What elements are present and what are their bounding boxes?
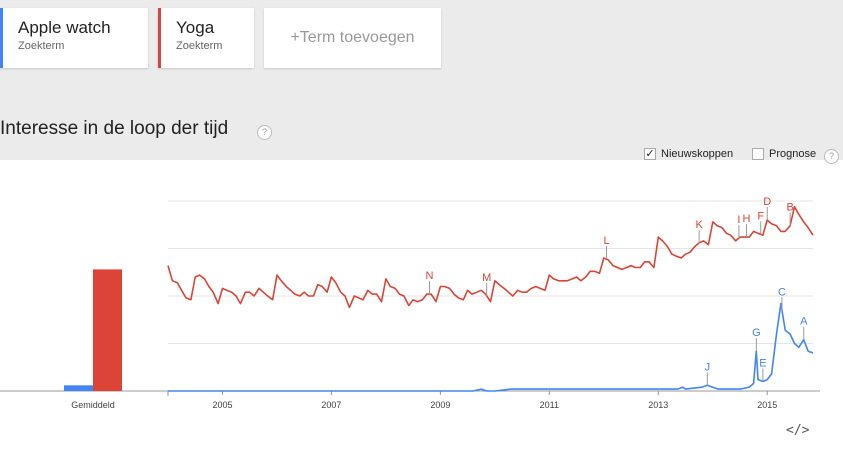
embed-code-button[interactable]: </>: [786, 423, 810, 438]
term-name: Yoga: [176, 18, 215, 37]
x-tick-label: 2015: [757, 400, 777, 410]
annotation-label[interactable]: A: [800, 316, 808, 328]
annotation-label[interactable]: J: [705, 361, 711, 373]
x-tick-label: 2007: [321, 400, 341, 410]
checkmark-icon: ✓: [645, 148, 655, 160]
news-headlines-checkbox[interactable]: ✓: [644, 148, 656, 160]
forecast-label: Prognose: [769, 148, 817, 160]
term-type: Zoekterm: [176, 40, 223, 52]
annotation-label[interactable]: N: [426, 270, 434, 282]
term-name: Apple watch: [18, 18, 111, 37]
annotation-label[interactable]: L: [603, 235, 609, 247]
interest-over-time-chart: Gemiddeld 2005 2007 2009 2011 2013 2015 A B C D E F G…: [0, 196, 820, 410]
chart-panel: Gemiddeld 2005 2007 2009 2011 2013 2015 A B C D E F G…: [0, 160, 843, 457]
x-tick-label: 2009: [430, 400, 450, 410]
x-tick-label: 2013: [648, 400, 668, 410]
annotation-label[interactable]: H: [743, 213, 751, 225]
add-term-button[interactable]: +Term toevoegen: [264, 8, 441, 68]
bar-category-label: Gemiddeld: [71, 400, 115, 410]
annotation-label[interactable]: E: [759, 358, 766, 370]
help-icon[interactable]: ?: [824, 149, 839, 164]
annotation-label[interactable]: G: [752, 327, 761, 339]
section-title: Interesse in de loop der tijd: [0, 118, 229, 139]
average-bar-apple-watch: [64, 385, 93, 391]
annotation-label[interactable]: B: [786, 202, 793, 214]
x-tick-label: 2011: [540, 400, 559, 410]
help-icon[interactable]: ?: [257, 125, 272, 140]
annotation-label[interactable]: D: [763, 196, 771, 208]
annotation-label[interactable]: C: [778, 286, 786, 298]
average-bar-yoga: [93, 269, 122, 391]
news-headlines-label: Nieuwskoppen: [661, 148, 734, 160]
term-type: Zoekterm: [18, 40, 65, 52]
term-color-stripe: [158, 8, 161, 68]
annotation-label[interactable]: I: [737, 214, 740, 226]
annotation-label[interactable]: M: [482, 272, 491, 284]
news-headlines-toggle[interactable]: ✓ Nieuwskoppen: [644, 148, 733, 160]
annotation-label[interactable]: K: [695, 219, 703, 231]
annotation-label[interactable]: F: [757, 210, 764, 222]
search-term-apple-watch[interactable]: Apple watch Zoekterm: [0, 8, 148, 68]
search-term-yoga[interactable]: Yoga Zoekterm: [158, 8, 254, 68]
x-tick-label: 2005: [212, 400, 232, 410]
forecast-checkbox[interactable]: [752, 148, 764, 160]
term-color-stripe: [0, 8, 3, 68]
series-line-apple-watch: [168, 302, 814, 392]
forecast-toggle[interactable]: Prognose: [752, 148, 816, 160]
series-line-yoga: [167, 205, 814, 309]
